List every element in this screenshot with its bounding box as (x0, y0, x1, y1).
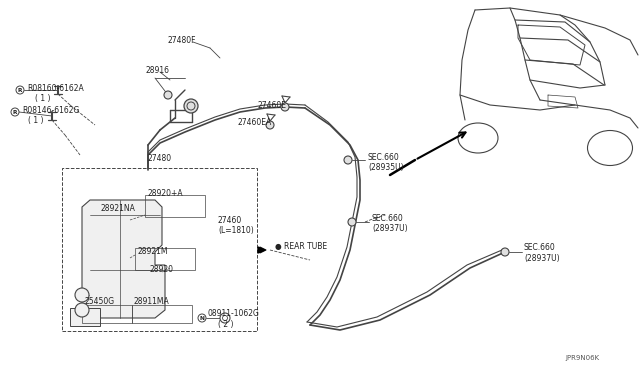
Text: ( 1 ): ( 1 ) (28, 115, 44, 125)
Bar (132, 305, 192, 323)
Text: 28921M: 28921M (138, 247, 168, 257)
Text: 28916: 28916 (145, 65, 169, 74)
Text: ● REAR TUBE: ● REAR TUBE (275, 243, 327, 251)
Circle shape (11, 108, 19, 116)
Text: 27460E: 27460E (258, 100, 287, 109)
Text: SEC.660: SEC.660 (524, 244, 556, 253)
Circle shape (184, 99, 198, 113)
Circle shape (220, 313, 230, 323)
Text: ( 2 ): ( 2 ) (218, 320, 234, 328)
Circle shape (164, 91, 172, 99)
Circle shape (198, 314, 206, 322)
Circle shape (187, 102, 195, 110)
Text: 25450G: 25450G (84, 298, 114, 307)
Text: SEC.660: SEC.660 (372, 214, 404, 222)
Text: ( 1 ): ( 1 ) (35, 93, 51, 103)
Polygon shape (258, 247, 265, 253)
Text: R: R (18, 87, 22, 93)
Text: (28937U): (28937U) (524, 253, 559, 263)
Text: 28911MA: 28911MA (134, 298, 170, 307)
Text: R: R (13, 109, 17, 115)
Text: (L=1810): (L=1810) (218, 225, 253, 234)
Text: (28937U): (28937U) (372, 224, 408, 232)
Circle shape (348, 218, 356, 226)
Text: SEC.660: SEC.660 (368, 153, 400, 161)
Text: R08160-6162A: R08160-6162A (27, 83, 84, 93)
Bar (135, 248, 195, 270)
Bar (70, 308, 100, 326)
Circle shape (501, 248, 509, 256)
Text: R08146-6162G: R08146-6162G (22, 106, 79, 115)
Circle shape (75, 288, 89, 302)
Circle shape (344, 156, 352, 164)
Polygon shape (82, 200, 165, 318)
Circle shape (16, 86, 24, 94)
Text: (28935U): (28935U) (368, 163, 404, 171)
Text: 08911-1062G: 08911-1062G (208, 310, 260, 318)
Circle shape (223, 315, 227, 321)
Text: N: N (200, 315, 204, 321)
Text: 28920: 28920 (150, 266, 174, 275)
Circle shape (75, 303, 89, 317)
Text: JPR9N06K: JPR9N06K (565, 355, 599, 361)
Bar (145, 195, 205, 217)
Text: 27480F: 27480F (168, 35, 196, 45)
Text: 27480: 27480 (148, 154, 172, 163)
Bar (62, 168, 257, 331)
Text: 28921NA: 28921NA (100, 203, 135, 212)
Bar (82, 305, 132, 323)
Text: 27460EA: 27460EA (238, 118, 272, 126)
Text: 27460: 27460 (218, 215, 243, 224)
Text: 28920+A: 28920+A (148, 189, 184, 198)
Circle shape (281, 103, 289, 111)
Circle shape (266, 121, 274, 129)
